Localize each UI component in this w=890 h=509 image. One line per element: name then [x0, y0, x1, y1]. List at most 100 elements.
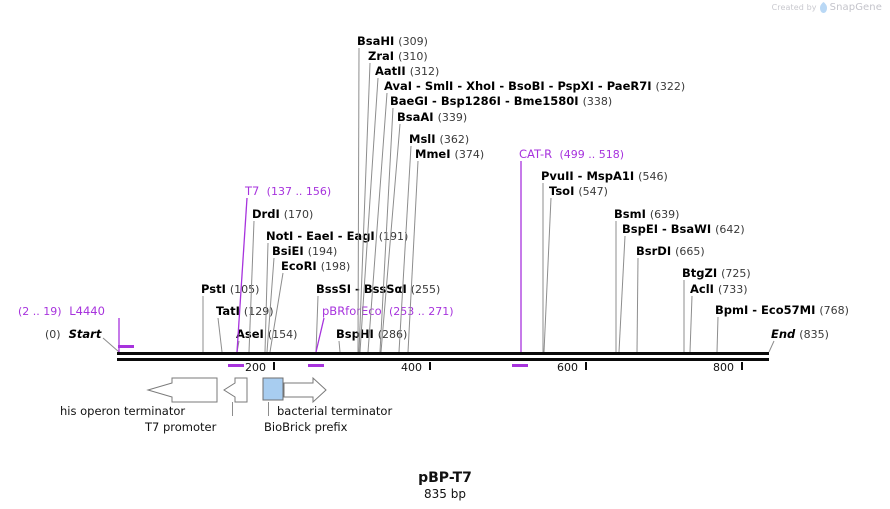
enzyme-position: (639)	[649, 208, 680, 221]
enzyme-position: (768)	[819, 304, 849, 317]
caption-stem-biobrick-prefix	[268, 402, 269, 416]
enzyme-names: BssSαI	[363, 282, 407, 296]
enzyme-names: BsaWI	[670, 222, 712, 236]
caption-stem-t7-promoter	[232, 402, 233, 416]
enzyme-label-msli[interactable]: MslI (362)	[409, 133, 469, 146]
enzyme-label-pvuii[interactable]: PvuII - MspA1I (546)	[541, 169, 668, 183]
enzyme-names: PaeR7I	[606, 79, 652, 93]
enzyme-label-tsoi[interactable]: TsoI (547)	[549, 185, 608, 198]
feature-box-biobrick-prefix[interactable]	[262, 377, 284, 405]
enzyme-label-baegi[interactable]: BaeGI - Bsp1286I - Bme1580I (338)	[390, 94, 613, 108]
enzyme-names: BspHI	[336, 327, 374, 341]
map-start-label: (0) Start	[45, 328, 101, 341]
feature-position: (2 .. 19)	[18, 305, 62, 318]
feature-name: T7	[245, 184, 260, 198]
enzyme-names: MslI	[409, 132, 436, 146]
ruler-tick-400	[429, 362, 431, 370]
backbone-line-top	[117, 352, 769, 355]
enzyme-label-bsssi[interactable]: BssSI - BssSαI (255)	[316, 282, 441, 296]
feature-arrow-his-operon-terminator[interactable]	[146, 376, 218, 408]
enzyme-names: BsaAI	[397, 110, 434, 124]
enzyme-names: PvuII	[541, 169, 574, 183]
enzyme-label-noti[interactable]: NotI - EaeI - EagI (191)	[266, 229, 409, 243]
enzyme-names: EagI	[346, 229, 375, 243]
enzyme-position: (286)	[377, 328, 408, 341]
feature-label-t7[interactable]: T7 (137 .. 156)	[245, 185, 331, 198]
enzyme-label-ecori[interactable]: EcoRI (198)	[281, 260, 350, 273]
feature-bar-t7[interactable]	[228, 364, 244, 367]
feature-position: (499 .. 518)	[559, 148, 624, 161]
enzyme-label-btgzi[interactable]: BtgZI (725)	[682, 267, 751, 280]
plasmid-length: 835 bp	[424, 487, 466, 501]
enzyme-position: (322)	[655, 80, 686, 93]
enzyme-names: Bsp1286I	[440, 94, 501, 108]
enzyme-label-bsphi[interactable]: BspHI (286)	[336, 328, 407, 341]
feature-name: CAT-R	[519, 147, 553, 161]
enzyme-label-bsahi[interactable]: BsaHI (309)	[357, 35, 428, 48]
enzyme-names: XhoI	[466, 79, 496, 93]
feature-bar-pbrforeco[interactable]	[308, 364, 324, 367]
enzyme-label-acli[interactable]: AclI (733)	[690, 283, 748, 296]
feature-bar-l4440[interactable]	[118, 345, 134, 348]
enzyme-position: (191)	[378, 230, 409, 243]
feature-bar-catr[interactable]	[512, 364, 528, 367]
enzyme-names: MspA1I	[586, 169, 635, 183]
enzyme-label-mmei[interactable]: MmeI (374)	[415, 148, 484, 161]
feature-caption-bacterial-terminator: bacterial terminator	[277, 404, 393, 418]
watermark-brand: SnapGene	[829, 2, 882, 13]
enzyme-label-bsmi[interactable]: BsmI (639)	[614, 208, 679, 221]
enzyme-label-bsiei[interactable]: BsiEI (194)	[272, 245, 337, 258]
feature-caption-biobrick-prefix: BioBrick prefix	[264, 420, 348, 434]
enzyme-label-psti[interactable]: PstI (105)	[201, 283, 259, 296]
enzyme-names: BsiEI	[272, 244, 304, 258]
enzyme-label-aatii[interactable]: AatII (312)	[375, 65, 439, 78]
enzyme-label-bsrdi[interactable]: BsrDI (665)	[636, 245, 705, 258]
enzyme-position: (339)	[437, 111, 468, 124]
enzyme-position: (310)	[398, 50, 428, 63]
enzyme-names: ZraI	[368, 49, 395, 63]
enzyme-names: BpmI	[715, 303, 749, 317]
feature-arrow-t7-promoter[interactable]	[222, 376, 248, 408]
enzyme-label-avai[interactable]: AvaI - SmlI - XhoI - BsoBI - PspXI - Pae…	[384, 79, 686, 93]
enzyme-label-bsaai[interactable]: BsaAI (339)	[397, 111, 467, 124]
ruler-tick-600	[585, 362, 587, 370]
enzyme-label-asei[interactable]: AseI (154)	[236, 328, 297, 341]
feature-name: pBRforEco	[322, 304, 382, 318]
feature-position: (137 .. 156)	[266, 185, 332, 198]
enzyme-position: (255)	[410, 283, 441, 296]
enzyme-position: (547)	[578, 185, 608, 198]
enzyme-position: (105)	[229, 283, 260, 296]
enzyme-names: DrdI	[252, 207, 280, 221]
enzyme-names: AatII	[375, 64, 406, 78]
feature-position: (253 .. 271)	[388, 305, 454, 318]
enzyme-names: PstI	[201, 282, 226, 296]
enzyme-position: (129)	[243, 305, 274, 318]
enzyme-names: EcoRI	[281, 259, 317, 273]
enzyme-names: BtgZI	[682, 266, 718, 280]
enzyme-position: (198)	[320, 260, 351, 273]
feature-label-cat-r[interactable]: CAT-R (499 .. 518)	[519, 148, 624, 161]
map-end-label: End (835)	[771, 328, 829, 341]
enzyme-label-zrai[interactable]: ZraI (310)	[368, 50, 428, 63]
enzyme-position: (665)	[675, 245, 705, 258]
start-position: (0)	[45, 328, 61, 341]
enzyme-label-tati[interactable]: TatI (129)	[216, 305, 274, 318]
enzyme-names: BssSI	[316, 282, 352, 296]
feature-caption-his-operon-terminator: his operon terminator	[60, 404, 186, 418]
enzyme-names: BaeGI	[390, 94, 429, 108]
enzyme-names: AclI	[690, 282, 714, 296]
enzyme-position: (546)	[638, 170, 668, 183]
feature-label-l4440[interactable]: (2 .. 19) L4440	[18, 305, 105, 318]
enzyme-label-bpmi[interactable]: BpmI - Eco57MI (768)	[715, 303, 849, 317]
enzyme-names: AseI	[236, 327, 264, 341]
end-position: (835)	[799, 328, 829, 341]
enzyme-names: BsaHI	[357, 34, 395, 48]
feature-label-pbrforeco[interactable]: pBRforEco (253 .. 271)	[322, 305, 454, 318]
feature-arrow-bacterial-terminator[interactable]	[283, 376, 327, 408]
ruler-tick-label-600: 600	[557, 361, 578, 374]
feature-name: L4440	[69, 304, 105, 318]
enzyme-label-drdi[interactable]: DrdI (170)	[252, 208, 313, 221]
plasmid-backbone	[117, 352, 769, 361]
enzyme-label-bspei[interactable]: BspEI - BsaWI (642)	[622, 222, 745, 236]
enzyme-position: (374)	[454, 148, 485, 161]
